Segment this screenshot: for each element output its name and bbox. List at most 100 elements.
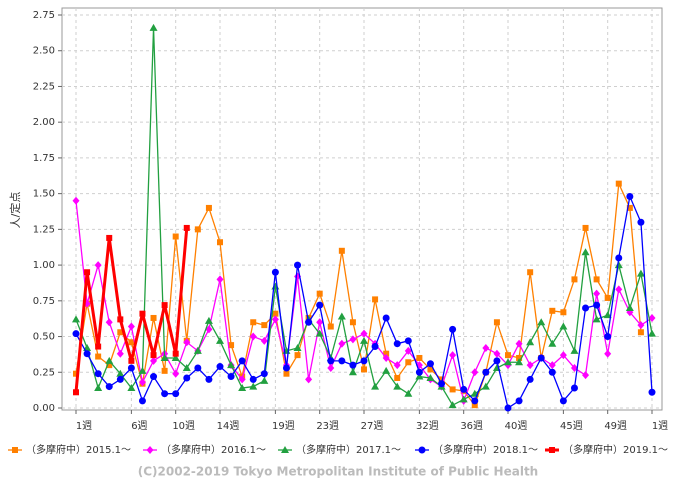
marker	[327, 357, 335, 365]
marker	[416, 354, 423, 361]
marker	[216, 275, 224, 284]
marker	[648, 329, 656, 337]
y-axis-label: 人/定点	[8, 192, 22, 229]
marker	[559, 397, 567, 405]
marker	[426, 373, 435, 381]
marker	[94, 383, 103, 391]
marker	[504, 404, 512, 412]
marker	[603, 311, 612, 319]
marker	[383, 350, 390, 357]
marker	[371, 382, 380, 390]
marker	[106, 234, 113, 241]
marker	[382, 366, 391, 374]
marker	[127, 364, 135, 372]
marker	[394, 374, 401, 381]
legend-item: （多摩府中）2016.1～	[143, 443, 266, 456]
marker	[338, 247, 345, 254]
marker	[238, 357, 246, 365]
marker	[360, 357, 368, 365]
marker	[260, 370, 268, 378]
marker	[471, 368, 479, 377]
marker	[560, 309, 567, 316]
marker	[493, 349, 501, 358]
marker	[338, 357, 346, 365]
marker	[382, 314, 390, 322]
marker	[515, 358, 524, 366]
marker	[216, 363, 224, 371]
marker	[493, 319, 500, 326]
marker	[504, 358, 512, 366]
marker	[73, 389, 79, 396]
marker	[449, 386, 456, 393]
x-tick-label: 19週	[272, 420, 295, 432]
marker	[138, 397, 146, 405]
marker	[194, 226, 201, 233]
marker	[316, 301, 324, 309]
x-tick-label: 27週	[361, 420, 384, 432]
y-tick-label: 0.75	[33, 296, 55, 307]
marker	[272, 310, 279, 317]
marker	[183, 374, 191, 382]
marker	[360, 329, 368, 338]
marker	[338, 339, 346, 348]
y-tick-label: 0.50	[33, 332, 55, 343]
marker	[161, 390, 169, 398]
marker	[117, 329, 124, 336]
marker	[549, 307, 556, 314]
marker	[161, 367, 168, 374]
marker	[182, 363, 191, 371]
marker	[636, 269, 645, 277]
marker	[481, 382, 490, 390]
marker	[349, 335, 357, 344]
marker	[250, 319, 257, 326]
marker	[549, 447, 555, 453]
marker	[626, 192, 634, 200]
x-tick-label: 36週	[460, 420, 483, 432]
marker	[294, 352, 301, 359]
marker	[482, 368, 490, 376]
marker	[625, 303, 634, 311]
marker	[160, 353, 169, 361]
marker	[327, 363, 335, 372]
marker	[371, 343, 379, 351]
marker	[227, 361, 236, 369]
marker	[582, 224, 589, 231]
marker	[271, 268, 279, 276]
marker	[415, 372, 424, 380]
marker	[460, 385, 468, 393]
y-tick-label: 0.25	[33, 367, 55, 378]
marker	[260, 376, 269, 384]
marker	[150, 352, 157, 359]
x-tick-label: 49週	[604, 420, 627, 432]
marker	[105, 383, 113, 391]
marker	[592, 315, 601, 323]
marker	[128, 357, 135, 364]
marker	[448, 401, 457, 409]
marker	[393, 382, 402, 390]
marker	[471, 397, 479, 405]
marker	[349, 361, 357, 369]
marker	[94, 261, 102, 270]
marker	[418, 446, 426, 454]
marker	[404, 389, 413, 397]
marker	[571, 276, 578, 283]
legend-item: （多摩府中）2017.1～	[278, 443, 401, 456]
legend-label: （多摩府中）2016.1～	[161, 443, 266, 456]
marker	[604, 333, 612, 341]
legend-item: （多摩府中）2019.1～	[545, 443, 668, 456]
marker	[294, 261, 302, 269]
marker	[293, 343, 302, 351]
marker	[537, 318, 546, 326]
legend-label: （多摩府中）2018.1～	[433, 443, 538, 456]
marker	[393, 361, 401, 370]
marker	[216, 336, 224, 344]
marker	[316, 318, 324, 327]
marker	[260, 336, 268, 345]
marker	[482, 343, 490, 352]
marker	[471, 402, 478, 409]
marker	[183, 224, 190, 231]
marker	[361, 366, 367, 373]
marker	[337, 312, 346, 320]
marker	[217, 239, 223, 246]
